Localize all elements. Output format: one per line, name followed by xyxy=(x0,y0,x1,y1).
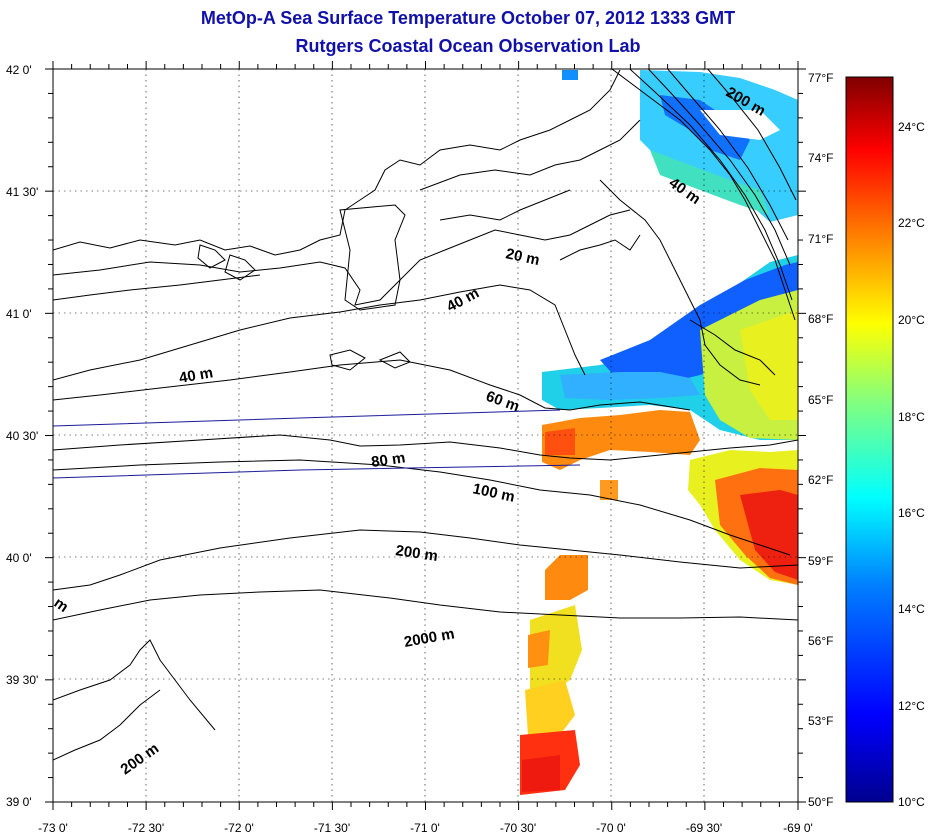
colorbar-c-label: 18°C xyxy=(898,410,925,424)
chart-title: MetOp-A Sea Surface Temperature October … xyxy=(200,8,736,28)
contour-label: 20 m xyxy=(504,245,541,269)
lat-tick-label: 41 30' xyxy=(6,185,38,199)
lat-tick-label: 39 0' xyxy=(6,795,32,809)
colorbar xyxy=(845,76,894,803)
contour-label: 40 m xyxy=(178,364,215,387)
sst-patch-south xyxy=(545,555,588,600)
lon-tick-label: -71 30' xyxy=(314,821,350,835)
bathymetry-contours xyxy=(53,69,798,761)
colorbar-f-label: 74°F xyxy=(808,151,833,165)
colorbar-f-label: 68°F xyxy=(808,312,833,326)
lon-tick-label: -69 0' xyxy=(783,821,813,835)
colorbar-f-label: 77°F xyxy=(808,71,833,85)
lon-tick-label: -70 30' xyxy=(500,821,536,835)
tick-marks xyxy=(45,61,806,810)
lon-tick-label: -70 0' xyxy=(596,821,626,835)
colorbar-f-labels: 77°F 74°F 71°F 68°F 65°F 62°F 59°F 56°F … xyxy=(808,71,833,809)
colorbar-f-label: 62°F xyxy=(808,473,833,487)
colorbar-c-label: 12°C xyxy=(898,699,925,713)
colorbar-c-labels: 24°C 22°C 20°C 18°C 16°C 14°C 12°C 10°C xyxy=(898,120,925,809)
contour-label: 80 m xyxy=(370,449,406,471)
colorbar-c-label: 22°C xyxy=(898,216,925,230)
colorbar-f-label: 59°F xyxy=(808,554,833,568)
colorbar-f-label: 50°F xyxy=(808,795,833,809)
lon-tick-label: -69 30' xyxy=(686,821,722,835)
lon-tick-label: -72 30' xyxy=(128,821,164,835)
colorbar-c-label: 16°C xyxy=(898,506,925,520)
colorbar-f-label: 53°F xyxy=(808,714,833,728)
lon-tick-label: -73 0' xyxy=(38,821,68,835)
colorbar-c-label: 24°C xyxy=(898,120,925,134)
lat-tick-label: 39 30' xyxy=(6,673,38,687)
lon-axis-labels: -73 0' -72 30' -72 0' -71 30' -71 0' -70… xyxy=(38,821,813,835)
coastlines xyxy=(53,69,776,386)
lat-tick-label: 42 0' xyxy=(6,63,32,77)
lon-tick-label: -72 0' xyxy=(224,821,254,835)
lat-tick-label: 41 0' xyxy=(6,307,32,321)
graticule xyxy=(53,69,798,802)
colorbar-f-label: 71°F xyxy=(808,232,833,246)
lon-tick-label: -71 0' xyxy=(410,821,440,835)
sst-patch-orange xyxy=(542,410,700,470)
colorbar-c-label: 10°C xyxy=(898,795,925,809)
contour-label: 200 m xyxy=(394,542,438,565)
lat-tick-label: 40 0' xyxy=(6,551,32,565)
colorbar-c-label: 14°C xyxy=(898,602,925,616)
lat-tick-label: 40 30' xyxy=(6,429,38,443)
colorbar-f-label: 56°F xyxy=(808,634,833,648)
track-lines xyxy=(53,409,581,479)
colorbar-c-label: 20°C xyxy=(898,313,925,327)
chart-subtitle: Rutgers Coastal Ocean Observation Lab xyxy=(295,36,641,56)
sst-patches xyxy=(520,70,798,795)
lat-axis-labels: 42 0' 41 30' 41 0' 40 30' 40 0' 39 30' 3… xyxy=(6,63,38,809)
colorbar-f-label: 65°F xyxy=(808,393,833,407)
